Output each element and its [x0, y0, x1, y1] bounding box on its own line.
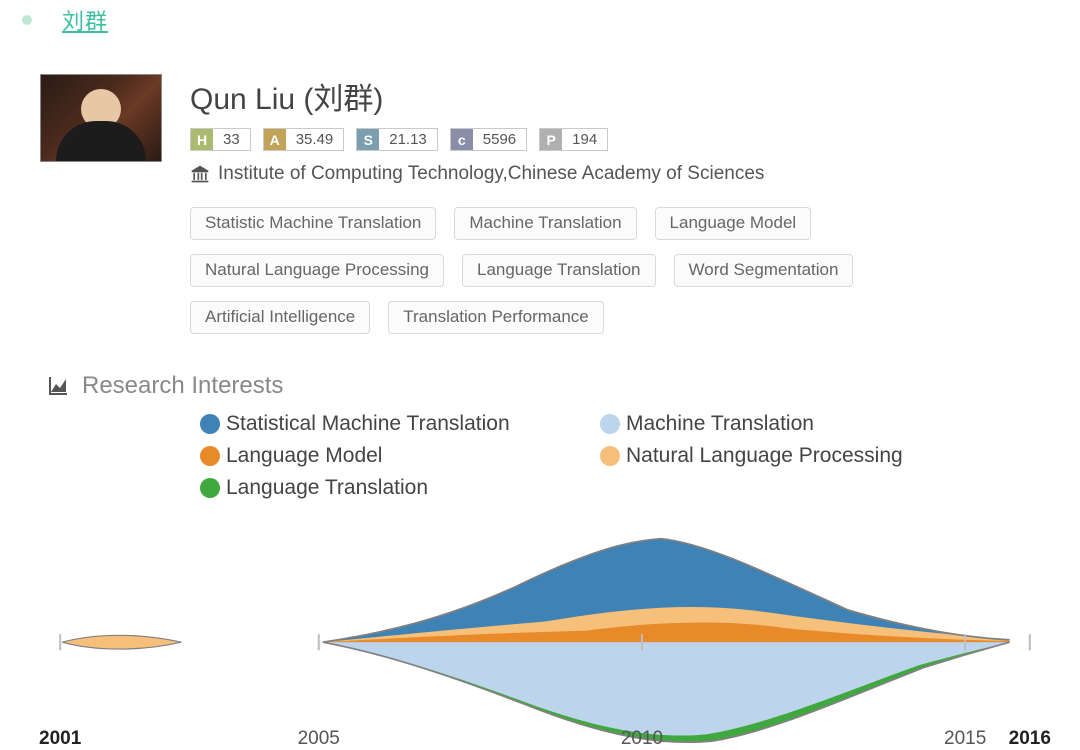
legend-item[interactable]: Language Model: [200, 444, 580, 468]
legend-label: Statistical Machine Translation: [226, 412, 510, 436]
x-axis-label: 2015: [944, 728, 986, 750]
research-streamgraph: 2001 2005 2010 2015 2016: [40, 518, 1050, 748]
metric-value: 5596: [473, 129, 526, 150]
topic-tag[interactable]: Translation Performance: [388, 301, 604, 334]
legend-swatch: [200, 478, 220, 498]
area-chart-icon: [46, 374, 70, 398]
metric-key: P: [540, 129, 562, 150]
section-title: Research Interests: [82, 372, 283, 400]
legend-label: Natural Language Processing: [626, 444, 903, 468]
topic-tag[interactable]: Word Segmentation: [674, 254, 854, 287]
bullet-icon: [22, 15, 32, 25]
chart-canvas: [40, 518, 1050, 748]
metric-c[interactable]: c5596: [450, 128, 527, 151]
x-axis-label: 2005: [298, 728, 340, 750]
metric-key: S: [357, 129, 379, 150]
metric-key: H: [191, 129, 213, 150]
metric-value: 35.49: [286, 129, 344, 150]
legend-label: Language Model: [226, 444, 382, 468]
chart-layer: [323, 642, 1010, 735]
institution-icon: [190, 164, 210, 184]
legend-item[interactable]: Natural Language Processing: [600, 444, 1040, 468]
page-title: Qun Liu (刘群): [190, 74, 1040, 118]
topic-tag[interactable]: Artificial Intelligence: [190, 301, 370, 334]
metric-value: 33: [213, 129, 250, 150]
metrics-row: H33 A35.49 S21.13 c5596 P194: [190, 128, 1040, 151]
legend-swatch: [200, 414, 220, 434]
metric-p[interactable]: P194: [539, 128, 608, 151]
top-link-row: 刘群: [0, 0, 1080, 46]
legend-swatch: [600, 414, 620, 434]
topic-tag[interactable]: Language Translation: [462, 254, 656, 287]
person-name-link[interactable]: 刘群: [62, 4, 108, 36]
metric-h[interactable]: H33: [190, 128, 251, 151]
legend-swatch: [200, 446, 220, 466]
chart-layer: [62, 635, 181, 649]
chart-legend: Statistical Machine Translation Machine T…: [0, 406, 1080, 500]
legend-label: Machine Translation: [626, 412, 814, 436]
x-axis-label: 2010: [621, 728, 663, 750]
metric-a[interactable]: A35.49: [263, 128, 345, 151]
profile-main: Qun Liu (刘群) H33 A35.49 S21.13 c5596 P194 In…: [190, 74, 1080, 334]
tag-cloud: Statistic Machine Translation Machine Tra…: [190, 207, 1040, 334]
topic-tag[interactable]: Natural Language Processing: [190, 254, 444, 287]
legend-item[interactable]: Statistical Machine Translation: [200, 412, 580, 436]
metric-key: c: [451, 129, 473, 150]
legend-item[interactable]: Language Translation: [200, 476, 580, 500]
metric-value: 194: [562, 129, 607, 150]
topic-tag[interactable]: Machine Translation: [454, 207, 636, 240]
affiliation-row: Institute of Computing Technology,Chines…: [190, 163, 1040, 185]
section-header-research: Research Interests: [0, 342, 1080, 406]
topic-tag[interactable]: Statistic Machine Translation: [190, 207, 436, 240]
x-axis-label: 2016: [1009, 728, 1051, 750]
profile-header: Qun Liu (刘群) H33 A35.49 S21.13 c5596 P194 In…: [0, 46, 1080, 342]
x-axis-label: 2001: [39, 728, 81, 750]
metric-s[interactable]: S21.13: [356, 128, 438, 151]
legend-swatch: [600, 446, 620, 466]
avatar[interactable]: [40, 74, 162, 162]
topic-tag[interactable]: Language Model: [655, 207, 812, 240]
legend-label: Language Translation: [226, 476, 428, 500]
metric-value: 21.13: [379, 129, 437, 150]
affiliation-text: Institute of Computing Technology,Chines…: [218, 163, 764, 185]
metric-key: A: [264, 129, 286, 150]
legend-item[interactable]: Machine Translation: [600, 412, 1040, 436]
